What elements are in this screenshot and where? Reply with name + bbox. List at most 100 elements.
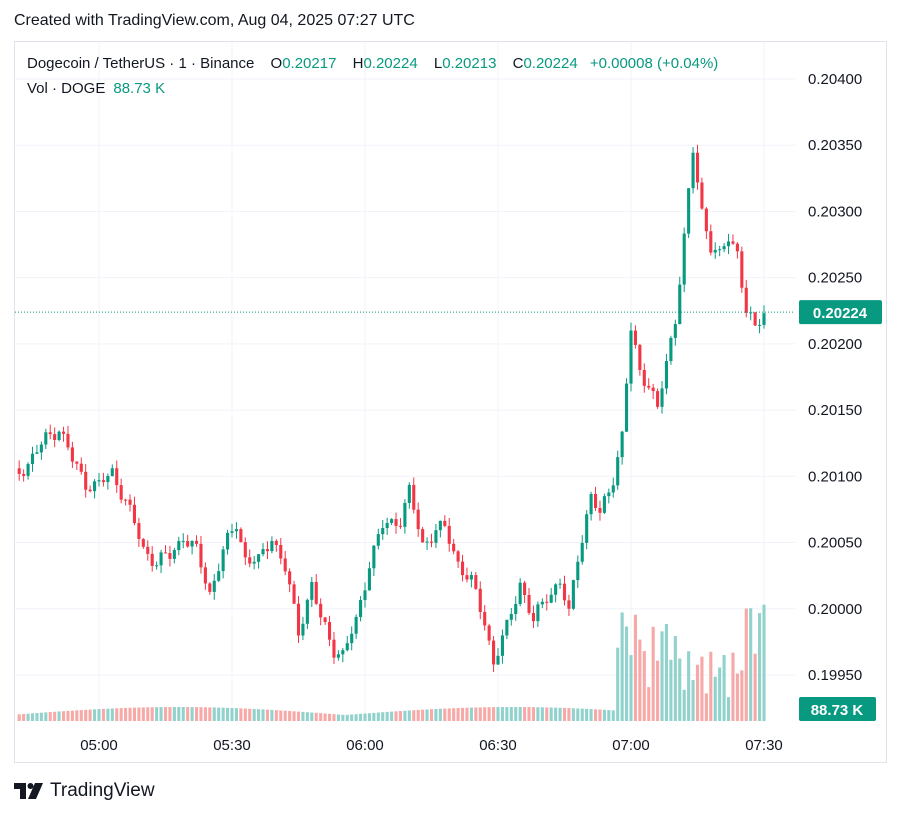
candle-body xyxy=(496,655,500,665)
candle-body xyxy=(669,337,673,362)
candle-body xyxy=(602,496,606,513)
candle-body xyxy=(57,431,61,441)
volume-bar xyxy=(412,710,416,721)
volume-bar xyxy=(514,707,518,721)
volume-bar xyxy=(762,604,766,721)
volume-bar xyxy=(354,714,358,721)
volume-bar xyxy=(310,712,314,721)
volume-bar xyxy=(110,708,114,721)
candle-body xyxy=(647,385,651,388)
volume-bar xyxy=(616,647,620,721)
candle-body xyxy=(483,611,487,626)
volume-bar xyxy=(181,707,185,721)
candle-body xyxy=(753,312,757,326)
volume-bar xyxy=(731,652,735,721)
candle-body xyxy=(372,545,376,569)
volume-bar xyxy=(536,707,540,721)
volume-bar xyxy=(416,709,420,721)
volume-bar xyxy=(367,713,371,721)
candle-body xyxy=(141,539,145,547)
volume-bar xyxy=(554,707,558,721)
volume-bar xyxy=(212,707,216,721)
candle-body xyxy=(172,550,176,559)
volume-bar xyxy=(589,709,593,721)
volume-bar xyxy=(682,689,686,721)
candle-body xyxy=(217,571,221,581)
volume-bar xyxy=(132,707,137,721)
volume-bar xyxy=(119,708,123,721)
volume-bar xyxy=(305,712,309,721)
price-axis-label: 0.20000 xyxy=(808,601,862,618)
price-axis-label: 0.19950 xyxy=(808,667,862,684)
candle-body xyxy=(301,623,305,636)
candle-body xyxy=(137,523,141,540)
candle-body xyxy=(394,519,398,526)
chart-frame[interactable] xyxy=(14,41,887,763)
candle-body xyxy=(691,152,695,189)
volume-bar xyxy=(208,707,212,721)
volume-bar xyxy=(629,655,633,721)
candle-body xyxy=(186,541,190,547)
volume-bar xyxy=(234,708,238,721)
candle-body xyxy=(22,473,26,476)
volume-bar xyxy=(518,707,522,721)
volume-bar xyxy=(625,626,629,721)
volume-bar xyxy=(17,714,21,721)
candle-body xyxy=(438,520,442,531)
candle-body xyxy=(93,481,97,492)
time-axis-label: 07:30 xyxy=(745,737,783,754)
footer-branding: TradingView xyxy=(14,780,155,802)
volume-bar xyxy=(221,707,225,721)
volume-bar xyxy=(30,713,35,721)
volume-bar xyxy=(496,707,500,721)
volume-bar xyxy=(137,707,141,721)
volume-bar xyxy=(585,708,589,721)
volume-bar xyxy=(593,709,598,721)
time-axis-label: 05:00 xyxy=(80,737,118,754)
volume-bar xyxy=(252,708,256,721)
volume-bar xyxy=(505,707,509,721)
volume-bar xyxy=(265,709,270,721)
volume-label[interactable]: Vol · DOGE xyxy=(27,80,106,97)
volume-bar xyxy=(261,709,265,721)
candle-body xyxy=(687,188,691,234)
volume-bar xyxy=(270,709,274,721)
low-value: 0.20213 xyxy=(442,55,497,72)
candle-body xyxy=(257,554,261,562)
volume-bar xyxy=(602,709,606,721)
candle-body xyxy=(226,532,230,550)
candle-body xyxy=(456,551,460,562)
candle-body xyxy=(332,639,336,658)
ohlc-legend: Dogecoin / TetherUS · 1 · Binance O0.202… xyxy=(27,55,718,72)
volume-bar xyxy=(44,712,48,721)
volume-bar xyxy=(70,710,74,721)
volume-bar xyxy=(540,707,544,721)
candle-body xyxy=(465,575,469,580)
volume-bar xyxy=(394,711,398,721)
volume-bar xyxy=(217,707,221,721)
candle-body xyxy=(265,549,270,552)
volume-bar xyxy=(243,708,247,721)
volume-bar xyxy=(301,711,305,721)
symbol-label[interactable]: Dogecoin / TetherUS · 1 · Binance xyxy=(27,55,255,72)
candle-body xyxy=(146,546,150,554)
volume-bar xyxy=(758,613,762,721)
volume-bar xyxy=(283,710,287,721)
candle-body xyxy=(381,528,385,535)
candle-body xyxy=(314,582,318,604)
created-with-header: Created with TradingView.com, Aug 04, 20… xyxy=(14,12,415,29)
volume-bar xyxy=(163,707,168,721)
volume-bar xyxy=(239,708,243,721)
candle-body xyxy=(283,558,287,572)
candle-body xyxy=(749,312,753,314)
candle-body xyxy=(447,525,451,544)
volume-bar xyxy=(678,658,682,721)
volume-bar xyxy=(753,653,757,721)
volume-bar xyxy=(700,656,704,721)
volume-bar xyxy=(288,711,292,721)
candle-body xyxy=(97,480,101,482)
candle-body xyxy=(469,575,473,580)
volume-bar xyxy=(469,707,473,721)
volume-bar xyxy=(483,707,487,721)
